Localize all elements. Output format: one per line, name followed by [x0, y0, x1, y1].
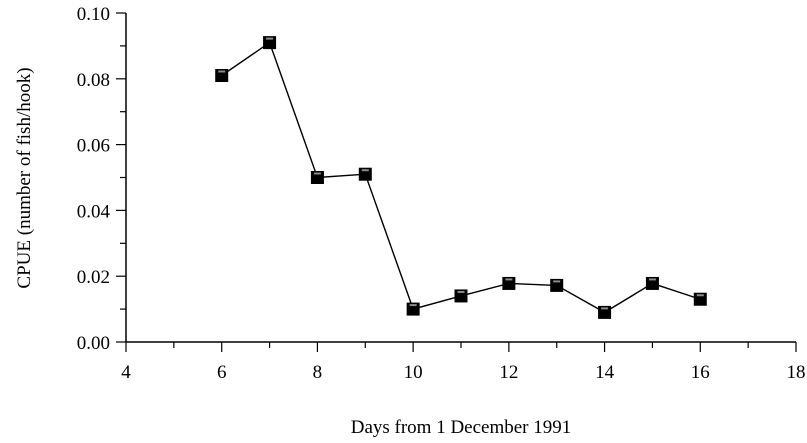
data-point-marker-highlight — [553, 280, 561, 283]
data-series — [215, 36, 707, 319]
data-point-marker-highlight — [361, 169, 369, 172]
y-tick-label: 0.08 — [77, 70, 110, 91]
data-point-marker-highlight — [601, 307, 609, 310]
y-axis-title: CPUE (number of fish/hook) — [14, 67, 35, 288]
x-tick-label: 14 — [595, 362, 615, 383]
x-tick-label: 8 — [313, 362, 323, 383]
x-tick-label: 4 — [121, 362, 131, 383]
data-point-marker-highlight — [266, 37, 274, 40]
x-tick-label: 12 — [499, 362, 518, 383]
x-axis-title: Days from 1 December 1991 — [351, 417, 572, 438]
data-point-marker-highlight — [696, 294, 704, 297]
x-tick-label: 6 — [217, 362, 227, 383]
data-point-marker-highlight — [505, 278, 513, 281]
x-tick-label: 10 — [404, 362, 423, 383]
y-tick-label: 0.00 — [77, 333, 110, 354]
y-tick-label: 0.06 — [77, 136, 110, 157]
axis-ticks — [116, 12, 797, 352]
y-tick-label: 0.10 — [77, 4, 110, 25]
x-tick-label: 18 — [787, 362, 806, 383]
tick-labels: 4 6 8 10 12 14 16 18 0.00 0.02 0.04 0.06 0.08 0.10 — [77, 4, 806, 383]
data-point-marker-highlight — [409, 304, 417, 307]
series-line — [221, 41, 701, 314]
data-point-marker-highlight — [457, 290, 465, 293]
data-point-marker-highlight — [313, 172, 321, 175]
y-tick-label: 0.04 — [77, 201, 111, 222]
x-tick-label: 16 — [691, 362, 710, 383]
y-tick-label: 0.02 — [77, 267, 110, 288]
data-point-marker-highlight — [218, 70, 226, 73]
data-point-marker-highlight — [648, 278, 656, 281]
